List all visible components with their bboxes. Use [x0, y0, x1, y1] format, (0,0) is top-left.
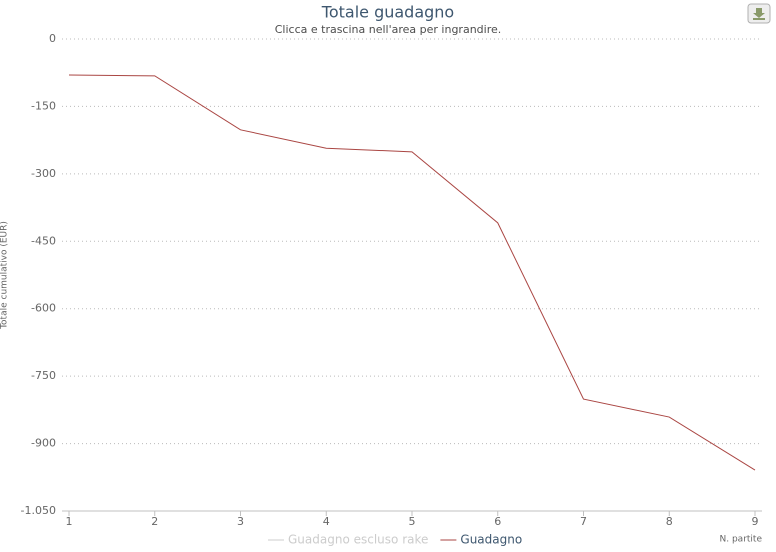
y-axis-label: Totale cumulativo (EUR): [0, 221, 10, 330]
y-tick-label: -450: [31, 234, 56, 247]
legend-label[interactable]: Guadagno: [460, 533, 522, 547]
chart-title: Totale guadagno: [321, 3, 454, 22]
series-line: [68, 74, 756, 471]
y-tick-label: 0: [49, 32, 56, 45]
x-tick-label: 3: [237, 515, 244, 528]
chart-subtitle: Clicca e trascina nell'area per ingrandi…: [275, 23, 502, 36]
x-tick-label: 9: [752, 515, 759, 528]
y-tick-label: -300: [31, 167, 56, 180]
export-button[interactable]: [747, 3, 771, 24]
x-tick-label: 6: [494, 515, 501, 528]
y-tick-label: -150: [31, 99, 56, 112]
x-tick-label: 4: [323, 515, 330, 528]
x-tick-label: 7: [580, 515, 587, 528]
x-tick-label: 2: [151, 515, 158, 528]
y-tick-label: -1.050: [21, 504, 56, 517]
x-tick-label: 5: [409, 515, 416, 528]
export-icon: [753, 8, 765, 18]
x-axis-label: N. partite: [720, 535, 763, 545]
legend-label[interactable]: Guadagno escluso rake: [288, 533, 428, 547]
export-icon-base: [753, 18, 765, 20]
y-tick-label: -750: [31, 369, 56, 382]
x-tick-label: 1: [66, 515, 73, 528]
y-tick-label: -900: [31, 437, 56, 450]
x-tick-label: 8: [666, 515, 673, 528]
y-tick-label: -600: [31, 302, 56, 315]
